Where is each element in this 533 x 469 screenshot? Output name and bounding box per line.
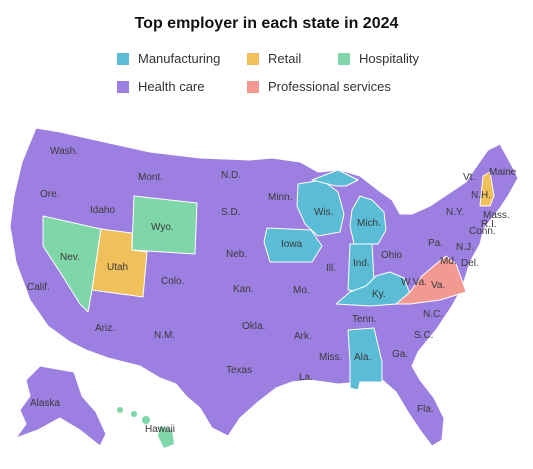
label-sd: S.D. xyxy=(221,207,240,218)
label-nev: Nev. xyxy=(60,252,80,263)
label-nj: N.J. xyxy=(456,242,474,253)
label-iowa: Iowa xyxy=(281,239,303,250)
legend-item-manufacturing: Manufacturing xyxy=(117,51,220,66)
label-hawaii: Hawaii xyxy=(145,424,175,435)
label-texas: Texas xyxy=(226,365,252,376)
label-alaska: Alaska xyxy=(30,398,60,409)
label-ohio: Ohio xyxy=(381,250,403,261)
label-wash: Wash. xyxy=(50,146,78,157)
label-vt: Vt. xyxy=(463,172,475,183)
label-conn: Conn. xyxy=(469,226,496,237)
label-nh: N.H. xyxy=(471,190,491,201)
legend-item-professional-services: Professional services xyxy=(247,79,391,94)
label-ariz: Ariz. xyxy=(95,323,115,334)
state-va xyxy=(395,255,467,305)
label-la: La. xyxy=(299,372,313,383)
state-nh xyxy=(479,171,495,207)
label-tenn: Tenn. xyxy=(352,314,376,325)
legend-label-manufacturing: Manufacturing xyxy=(138,51,221,66)
label-wyo: Wyo. xyxy=(151,222,174,233)
legend-label-professional-services: Professional services xyxy=(268,79,391,94)
label-mont: Mont. xyxy=(138,172,163,183)
label-wva: W.Va. xyxy=(401,277,427,288)
label-kan: Kan. xyxy=(233,284,254,295)
state-alaska xyxy=(15,365,107,447)
label-minn: Minn. xyxy=(268,192,292,203)
state-mich xyxy=(311,169,387,245)
state-wyo xyxy=(131,195,198,255)
label-ill: Ill. xyxy=(326,263,336,274)
label-md: Md. xyxy=(440,256,457,267)
label-ind: Ind. xyxy=(353,258,370,269)
label-ky: Ky. xyxy=(372,289,386,300)
label-wis: Wis. xyxy=(314,207,333,218)
legend-swatch-hospitality xyxy=(338,52,350,65)
label-ri: R.I. xyxy=(481,219,497,230)
label-ga: Ga. xyxy=(392,349,408,360)
label-calif: Calif. xyxy=(27,282,50,293)
legend-swatch-retail xyxy=(247,52,259,65)
label-mich: Mich. xyxy=(357,218,381,229)
label-del: Del. xyxy=(461,258,479,269)
legend-item-health-care: Health care xyxy=(117,79,204,94)
label-nm: N.M. xyxy=(154,330,175,341)
state-ala xyxy=(347,327,383,391)
label-ny: N.Y. xyxy=(446,207,464,218)
label-nc: N.C. xyxy=(423,309,443,320)
label-idaho: Idaho xyxy=(90,205,115,216)
legend-label-hospitality: Hospitality xyxy=(359,51,419,66)
label-mass: Mass. xyxy=(483,210,510,221)
label-pa: Pa. xyxy=(428,238,443,249)
map-title: Top employer in each state in 2024 xyxy=(134,15,399,32)
state-ky xyxy=(335,271,411,307)
legend-label-health-care: Health care xyxy=(138,79,205,94)
state-hawaii xyxy=(117,407,174,448)
label-sc: S.C. xyxy=(414,330,433,341)
label-va: Va. xyxy=(431,280,445,291)
legend-label-retail: Retail xyxy=(268,51,302,66)
label-ala: Ala. xyxy=(354,352,371,363)
legend-swatch-professional-services xyxy=(247,80,259,93)
label-nd: N.D. xyxy=(221,170,241,181)
label-neb: Neb. xyxy=(226,249,247,260)
legend-swatch-manufacturing xyxy=(117,52,129,65)
label-miss: Miss. xyxy=(319,352,342,363)
legend-item-hospitality: Hospitality xyxy=(338,51,419,66)
label-ore: Ore. xyxy=(40,189,59,200)
label-colo: Colo. xyxy=(161,276,184,287)
state-utah xyxy=(91,228,148,298)
label-fla: Fla. xyxy=(417,404,434,415)
label-utah: Utah xyxy=(107,262,128,273)
label-okla: Okla. xyxy=(242,321,265,332)
label-ark: Ark. xyxy=(294,331,312,342)
label-mo: Mo. xyxy=(293,285,310,296)
legend-item-retail: Retail xyxy=(247,51,301,66)
label-maine: Maine xyxy=(489,167,517,178)
legend-swatch-health-care xyxy=(117,80,129,93)
